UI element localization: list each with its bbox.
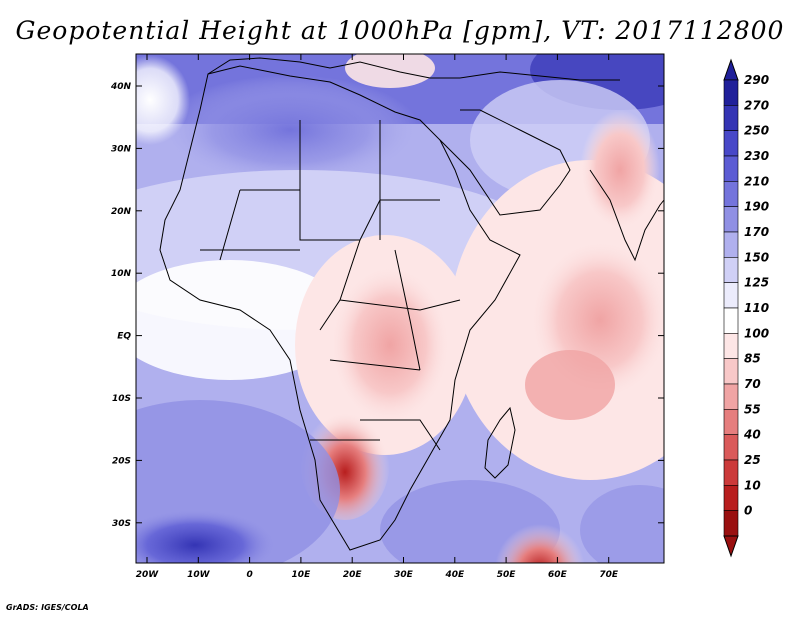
- x-axis-label: 70E: [599, 570, 619, 580]
- y-axis-labels: 40N 30N 20N 10N EQ 10S 20S 30S: [110, 82, 132, 529]
- colorbar-label: 270: [744, 98, 769, 112]
- x-axis-label: 0: [246, 570, 252, 580]
- colorbar-segment: [723, 358, 739, 385]
- colorbar-label: 25: [744, 453, 761, 467]
- colorbar-segment: [723, 485, 739, 511]
- y-axis-label: 30N: [111, 144, 132, 154]
- colorbar-label: 110: [744, 301, 769, 315]
- colorbar-label: 210: [744, 174, 769, 188]
- coastlines: [159, 57, 664, 551]
- colorbar-segment: [723, 206, 739, 233]
- y-axis-label: 10N: [111, 269, 132, 279]
- y-axis-label: 20N: [111, 207, 132, 217]
- credit-text: GrADS: IGES/COLA: [6, 603, 89, 612]
- colorbar-segment: [723, 510, 739, 537]
- x-axis-labels: 20W 10W 0 10E 20E 30E 40E 50E 60E 70E: [136, 570, 619, 580]
- colorbar-label: 10: [744, 478, 761, 492]
- africa-outline: [159, 65, 521, 551]
- colorbar-segment: [723, 383, 739, 410]
- colorbar-labels: 2902702502302101901701501251101008570554…: [743, 73, 769, 518]
- arabia-coast: [439, 109, 571, 216]
- colorbar-label: 125: [744, 276, 769, 290]
- map-frame: [135, 53, 665, 564]
- colorbar-label: 85: [744, 352, 761, 366]
- colorbar-segment: [723, 257, 739, 283]
- colorbar-label: 40: [743, 428, 761, 442]
- y-axis-label: 10S: [112, 394, 131, 404]
- y-axis-label: 20S: [112, 456, 131, 466]
- x-axis-label: 20W: [136, 570, 160, 580]
- colorbar-label: 150: [744, 250, 769, 264]
- y-axis-label: 30S: [112, 519, 131, 529]
- x-axis-label: 20E: [343, 570, 363, 580]
- colorbar-top-arrow: [723, 58, 739, 81]
- madagascar: [484, 406, 516, 479]
- colorbar-label: 190: [744, 200, 769, 214]
- colorbar-segment: [723, 282, 739, 309]
- x-axis-label: 10W: [187, 570, 211, 580]
- y-axis-label: 40N: [110, 82, 132, 92]
- colorbar-label: 70: [744, 377, 761, 391]
- colorbar-segment: [723, 434, 739, 461]
- colorbar-label: 100: [744, 326, 769, 340]
- colorbar-bottom-arrow: [723, 535, 739, 558]
- colorbar-segment: [723, 79, 739, 106]
- colorbar-label: 230: [744, 149, 769, 163]
- colorbar-segment: [723, 231, 739, 258]
- colorbar-label: 290: [744, 73, 769, 87]
- colorbar-segment: [723, 409, 739, 435]
- india-coast: [589, 169, 664, 262]
- colorbar-label: 170: [744, 225, 769, 239]
- x-axis-label: 60E: [548, 570, 568, 580]
- colorbar: [723, 58, 739, 558]
- colorbar-segment: [723, 105, 739, 131]
- colorbar-segment: [723, 155, 739, 182]
- colorbar-segment: [723, 333, 739, 359]
- europe-coast: [207, 57, 620, 81]
- colorbar-segment: [723, 181, 739, 207]
- borders: [200, 120, 461, 451]
- x-axis-label: 30E: [394, 570, 414, 580]
- colorbar-label: 250: [744, 124, 769, 138]
- x-axis-label: 40E: [444, 570, 465, 580]
- y-axis-label: EQ: [117, 332, 131, 342]
- height-field: [136, 54, 664, 563]
- colorbar-segment: [723, 307, 739, 334]
- x-axis-label: 10E: [292, 570, 312, 580]
- colorbar-label: 0: [744, 504, 752, 518]
- colorbar-segment: [723, 459, 739, 486]
- map-title: Geopotential Height at 1000hPa [gpm], VT…: [15, 16, 785, 45]
- colorbar-label: 55: [744, 402, 761, 416]
- colorbar-segment: [723, 130, 739, 157]
- x-axis-label: 50E: [497, 570, 517, 580]
